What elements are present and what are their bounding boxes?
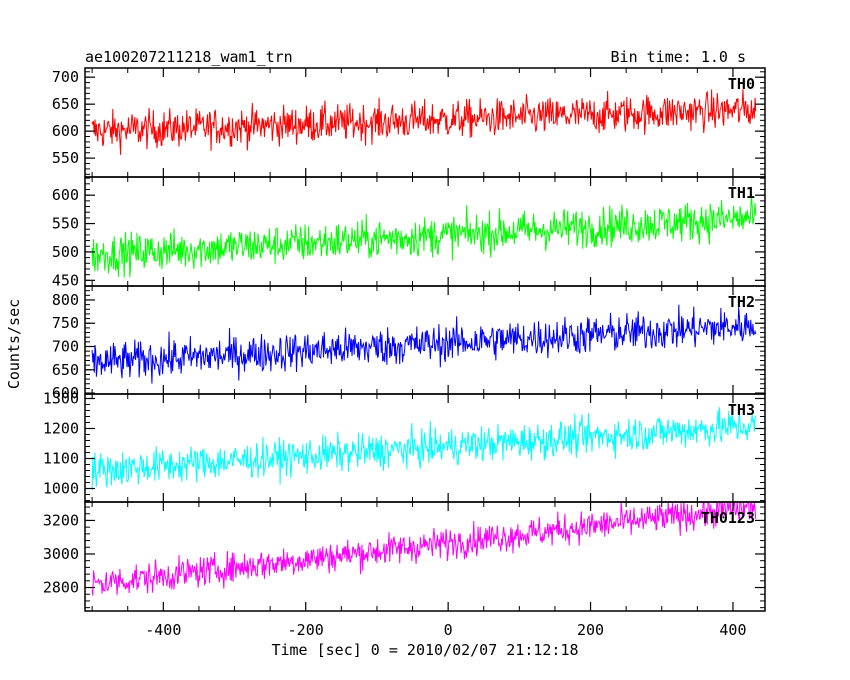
y-tick-label: 600 xyxy=(52,186,79,204)
x-tick-label: 0 xyxy=(444,621,453,639)
y-tick-label: 3000 xyxy=(43,545,79,563)
y-tick-label: 600 xyxy=(52,384,79,402)
y-axis-label: Counts/sec xyxy=(5,299,23,389)
y-tick-label: 800 xyxy=(52,291,79,309)
x-axis: -400 -200 0 200 400 xyxy=(145,621,746,639)
panel-th0123: 2800 3000 3200 TH0123 xyxy=(43,501,766,612)
y-tick-label: 750 xyxy=(52,314,79,332)
series-th0123 xyxy=(91,502,757,596)
series-th3 xyxy=(91,407,757,491)
y-tick-label: 650 xyxy=(52,361,79,379)
y-tick-label: 3200 xyxy=(43,511,79,529)
series-th0 xyxy=(91,89,757,155)
panel-th2: 600 650 700 750 800 TH2 xyxy=(52,285,766,402)
x-tick-label: 200 xyxy=(577,621,604,639)
panel-label: TH1 xyxy=(728,184,755,202)
y-tick-label: 500 xyxy=(52,243,79,261)
y-tick-label: 650 xyxy=(52,95,79,113)
y-tick-label: 550 xyxy=(52,149,79,167)
panel-frame xyxy=(84,501,766,612)
panel-th0: 550 600 650 700 TH0 xyxy=(52,67,766,178)
panel-label: TH0 xyxy=(728,75,755,93)
series-th1 xyxy=(91,193,757,278)
y-tick-label: 1200 xyxy=(43,420,79,438)
bin-time-label: Bin time: 1.0 s xyxy=(611,48,746,66)
panel-label: TH2 xyxy=(728,293,755,311)
x-tick-label: -400 xyxy=(145,621,181,639)
panels-group: 550 600 650 700 TH0 450 500 550 600 TH1 600 650 700 7… xyxy=(43,67,766,612)
y-tick-label: 600 xyxy=(52,122,79,140)
panel-th3: 1000 1100 1200 1300 TH3 xyxy=(43,390,766,503)
x-tick-label: 400 xyxy=(719,621,746,639)
y-tick-label: 450 xyxy=(52,271,79,289)
y-tick-label: 2800 xyxy=(43,579,79,597)
x-tick-label: -200 xyxy=(288,621,324,639)
y-tick-label: 1100 xyxy=(43,450,79,468)
chart-title: ae100207211218_wam1_trn xyxy=(85,48,293,66)
y-tick-label: 1000 xyxy=(43,480,79,498)
y-tick-label: 550 xyxy=(52,215,79,233)
panel-frame xyxy=(84,393,766,503)
y-tick-label: 700 xyxy=(52,338,79,356)
panel-label: TH3 xyxy=(728,401,755,419)
y-tick-label: 700 xyxy=(52,68,79,86)
panel-th1: 450 500 550 600 TH1 xyxy=(52,176,766,289)
series-th2 xyxy=(91,304,757,384)
x-axis-label: Time [sec] 0 = 2010/02/07 21:12:18 xyxy=(271,641,578,659)
panel-label: TH0123 xyxy=(701,509,755,527)
y-tick-label: 1300 xyxy=(43,390,79,408)
